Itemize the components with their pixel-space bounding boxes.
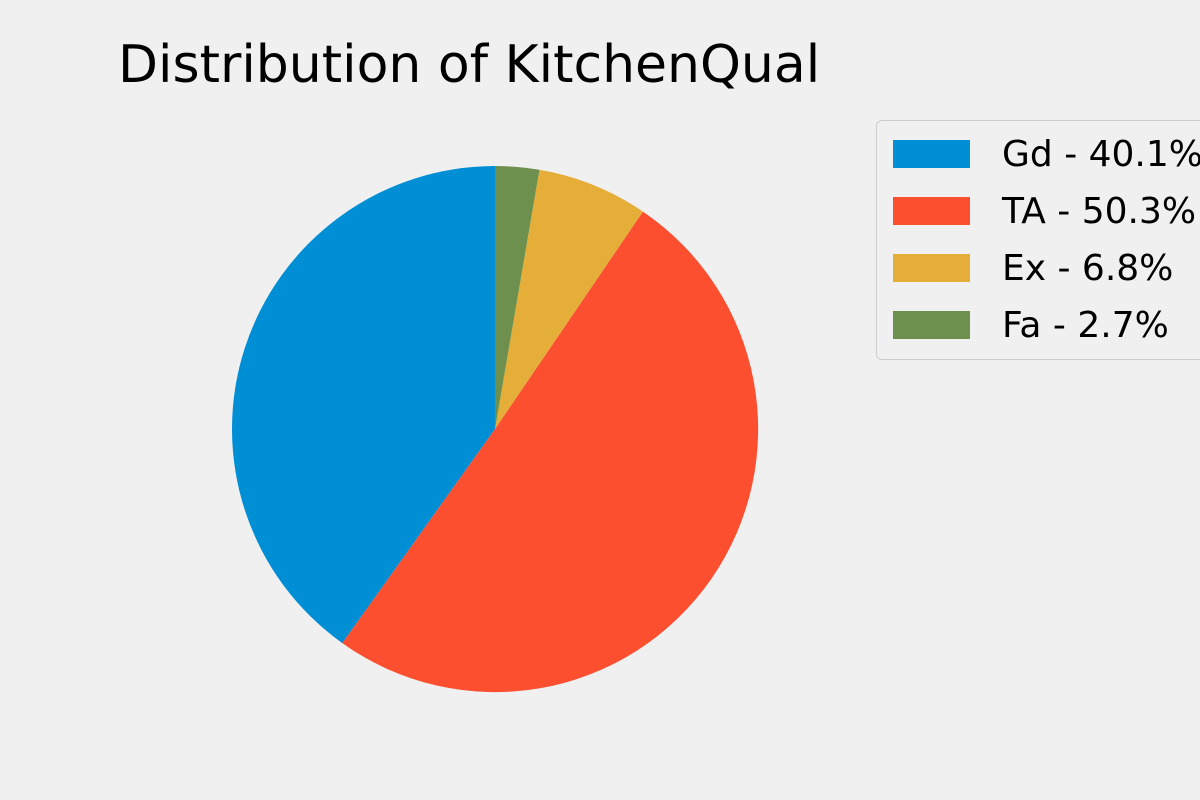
chart-title: Distribution of KitchenQual — [118, 35, 821, 95]
legend-item-ex: Ex - 6.8% — [893, 247, 1174, 289]
legend-swatch — [893, 197, 970, 225]
pie-slice-gd — [232, 166, 495, 644]
legend-item-ta: TA - 50.3% — [893, 190, 1197, 232]
legend-label: Fa - 2.7% — [1002, 304, 1169, 346]
pie-slice-ta — [342, 211, 759, 693]
legend-label: TA - 50.3% — [1002, 190, 1197, 232]
legend-swatch — [893, 311, 970, 339]
pie-slice-fa — [495, 166, 540, 429]
legend-label: Ex - 6.8% — [1002, 247, 1174, 289]
legend: Gd - 40.1% TA - 50.3% Ex - 6.8% Fa - 2.7% — [876, 120, 1200, 360]
pie-slice-ex — [495, 169, 643, 429]
legend-item-gd: Gd - 40.1% — [893, 133, 1200, 175]
legend-swatch — [893, 140, 970, 168]
legend-swatch — [893, 254, 970, 282]
legend-label: Gd - 40.1% — [1002, 133, 1200, 175]
legend-item-fa: Fa - 2.7% — [893, 304, 1169, 346]
